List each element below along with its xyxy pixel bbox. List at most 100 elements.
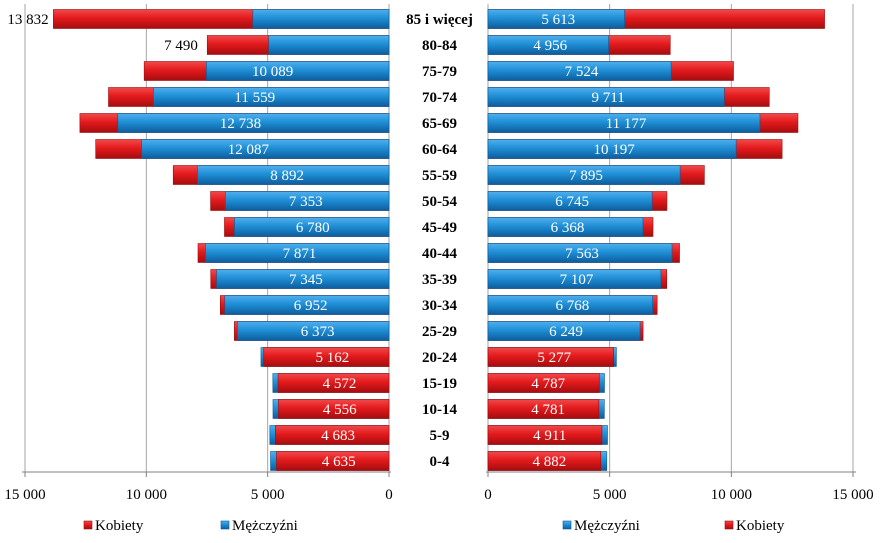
women-label-65-69: 12 738	[220, 116, 261, 132]
legend-label-left-mezczyzni: Mężczyźni	[232, 518, 298, 534]
women-label-25-29: 6 373	[301, 324, 335, 340]
men-label-40-44: 7 563	[565, 246, 599, 262]
left-bar-small-20-24	[263, 347, 390, 367]
right-bar-small-85-i-wi-cej	[487, 9, 625, 29]
right-tick-label-3: 15 000	[832, 487, 873, 503]
men-label-10-14: 4 781	[531, 402, 565, 418]
men-label-65-69: 11 177	[606, 116, 647, 132]
legend-label-left-kobiety: Kobiety	[95, 518, 144, 534]
right-tick-label-2: 10 000	[711, 487, 752, 503]
bars	[53, 9, 825, 471]
category-label-80-84: 80-84	[422, 38, 457, 54]
left-bar-small-15-19	[277, 373, 390, 393]
men-label-50-54: 6 745	[555, 194, 589, 210]
women-label-45-49: 6 780	[296, 220, 330, 236]
left-tick-label-0: 15 000	[4, 487, 45, 503]
left-bar-small-30-34	[224, 295, 390, 315]
left-bar-small-75-79	[206, 61, 390, 81]
legend-swatch-right-kobiety	[724, 520, 734, 530]
labels: 13 832 5 613 85 i więcej 7 490 4 956 80-84 10 …	[7, 12, 646, 470]
right-bar-small-25-29	[487, 321, 641, 341]
left-tick-label-1: 10 000	[126, 487, 167, 503]
left-bar-small-70-74	[153, 87, 390, 107]
gridlines	[24, 4, 854, 472]
women-label-5-9: 4 683	[321, 428, 355, 444]
women-label-0-4: 4 635	[322, 454, 356, 470]
left-tick-label-2: 5 000	[251, 487, 285, 503]
left-bar-small-80-84	[268, 35, 390, 55]
men-label-60-64: 10 197	[593, 142, 635, 158]
men-label-30-34: 6 768	[555, 298, 589, 314]
women-label-75-79: 10 089	[252, 64, 293, 80]
women-label-85-i-wi-cej: 13 832	[7, 12, 48, 28]
men-label-20-24: 5 277	[537, 350, 571, 366]
left-bar-small-40-44	[205, 243, 390, 263]
legend-swatch-left-mezczyzni	[220, 520, 230, 530]
left-bar-small-55-59	[197, 165, 390, 185]
category-label-55-59: 55-59	[422, 168, 457, 184]
men-label-80-84: 4 956	[533, 38, 567, 54]
women-label-70-74: 11 559	[234, 90, 275, 106]
left-bar-small-85-i-wi-cej	[252, 9, 390, 29]
left-bar-small-65-69	[117, 113, 390, 133]
left-tick-label-3: 0	[385, 487, 393, 503]
men-label-5-9: 4 911	[533, 428, 566, 444]
right-bar-small-65-69	[487, 113, 761, 133]
women-label-50-54: 7 353	[289, 194, 323, 210]
men-label-45-49: 6 368	[551, 220, 585, 236]
legend-swatch-left-kobiety	[83, 520, 93, 530]
right-bar-small-15-19	[487, 373, 600, 393]
women-label-10-14: 4 556	[323, 402, 357, 418]
women-label-30-34: 6 952	[294, 298, 328, 314]
category-label-25-29: 25-29	[422, 324, 457, 340]
men-label-75-79: 7 524	[565, 64, 599, 80]
axes: 15 000 10 000 5 000 0 0 5 000 10 000 15 000	[4, 471, 874, 503]
category-label-30-34: 30-34	[422, 298, 457, 314]
left-bar-small-0-4	[276, 451, 390, 471]
category-label-65-69: 65-69	[422, 116, 457, 132]
left-bar-small-45-49	[234, 217, 390, 237]
men-label-15-19: 4 787	[531, 376, 565, 392]
category-label-35-39: 35-39	[422, 272, 457, 288]
right-bar-small-55-59	[487, 165, 681, 185]
category-label-15-19: 15-19	[422, 376, 457, 392]
right-bar-small-70-74	[487, 87, 725, 107]
right-bar-small-80-84	[487, 35, 609, 55]
category-label-40-44: 40-44	[422, 246, 457, 262]
men-label-0-4: 4 882	[533, 454, 567, 470]
category-label-60-64: 60-64	[422, 142, 457, 158]
left-bar-small-35-39	[216, 269, 390, 289]
right-bar-small-30-34	[487, 295, 653, 315]
right-bar-small-5-9	[487, 425, 603, 445]
right-bar-small-35-39	[487, 269, 662, 289]
women-label-60-64: 12 087	[228, 142, 270, 158]
category-label-45-49: 45-49	[422, 220, 457, 236]
right-bar-small-50-54	[487, 191, 653, 211]
men-label-70-74: 9 711	[592, 90, 625, 106]
category-label-5-9: 5-9	[430, 428, 450, 444]
legend-swatch-right-mezczyzni	[562, 520, 572, 530]
left-bar-small-60-64	[141, 139, 390, 159]
legends: Kobiety Mężczyźni Mężczyźni Kobiety	[83, 518, 785, 534]
men-label-25-29: 6 249	[549, 324, 583, 340]
women-label-80-84: 7 490	[164, 38, 198, 54]
women-label-40-44: 7 871	[283, 246, 317, 262]
men-label-85-i-wi-cej: 5 613	[541, 12, 575, 28]
category-label-75-79: 75-79	[422, 64, 457, 80]
category-label-10-14: 10-14	[422, 402, 457, 418]
right-bar-small-75-79	[487, 61, 672, 81]
left-bar-small-25-29	[237, 321, 390, 341]
category-label-20-24: 20-24	[422, 350, 457, 366]
category-label-70-74: 70-74	[422, 90, 457, 106]
right-bar-small-0-4	[487, 451, 602, 471]
left-bar-small-5-9	[275, 425, 390, 445]
right-bar-small-60-64	[487, 139, 737, 159]
right-tick-label-0: 0	[484, 487, 492, 503]
category-label-0-4: 0-4	[430, 454, 450, 470]
category-label-85-i-wi-cej: 85 i więcej	[406, 12, 473, 28]
legend-label-right-kobiety: Kobiety	[736, 518, 785, 534]
men-label-55-59: 7 895	[569, 168, 603, 184]
right-bar-small-40-44	[487, 243, 673, 263]
